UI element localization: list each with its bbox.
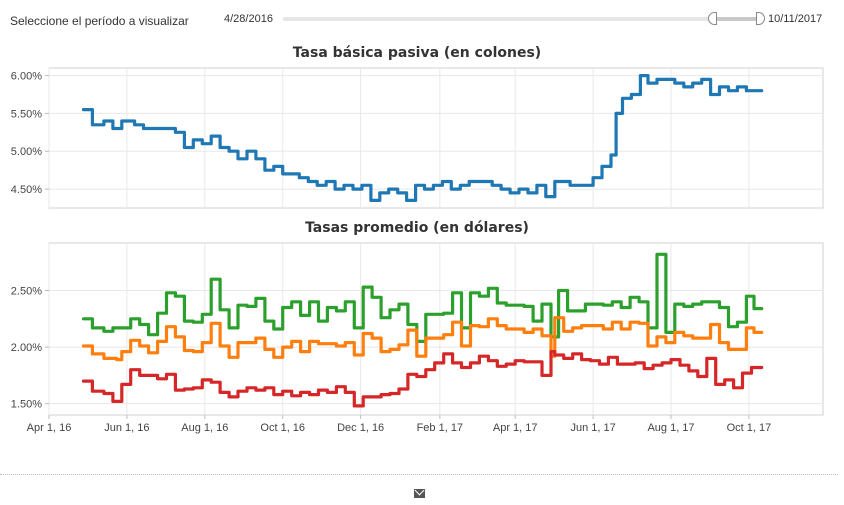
x-tick-label: Aug 1, 16 [181,422,228,434]
y-tick-label: 2.00% [11,342,42,354]
x-tick-label: Feb 1, 17 [417,422,463,434]
period-selector-label: Seleccione el período a visualizar [10,14,189,28]
x-tick-label: Apr 1, 17 [493,422,538,434]
range-end-handle[interactable] [756,12,765,25]
series-line-tasa-b-sica-pasiva [81,74,764,202]
y-tick-label: 6.00% [11,71,42,83]
chart-title-colones: Tasa básica pasiva (en colones) [292,45,542,61]
chart-title-dolares: Tasas promedio (en dólares) [305,220,529,236]
x-tick-label: Jun 1, 17 [570,422,615,434]
plot-frame [48,67,824,209]
x-tick-label: Oct 1, 16 [260,422,305,434]
footer-divider [0,474,838,475]
x-tick-label: Oct 1, 17 [727,422,772,434]
y-tick-label: 1.50% [11,399,42,411]
x-tick-label: Dec 1, 16 [337,422,384,434]
y-tick-label: 5.50% [11,108,42,120]
range-start-date: 4/28/2016 [224,13,273,25]
date-range-slider-track[interactable] [283,17,759,21]
range-end-date: 10/11/2017 [768,13,823,25]
y-tick-label: 2.50% [11,286,42,298]
x-tick-label: Aug 1, 17 [647,422,694,434]
envelope-icon[interactable] [414,489,425,498]
y-tick-label: 5.00% [11,146,42,158]
x-tick-label: Apr 1, 16 [27,422,72,434]
date-range-slider-selected[interactable] [712,17,759,21]
series-line-serie-roja [81,350,764,408]
series-line-serie-naranja [81,316,764,362]
series-line-serie-verde [81,252,764,343]
range-start-handle[interactable] [708,12,717,25]
y-tick-label: 4.50% [11,184,42,196]
x-tick-label: Jun 1, 16 [104,422,149,434]
